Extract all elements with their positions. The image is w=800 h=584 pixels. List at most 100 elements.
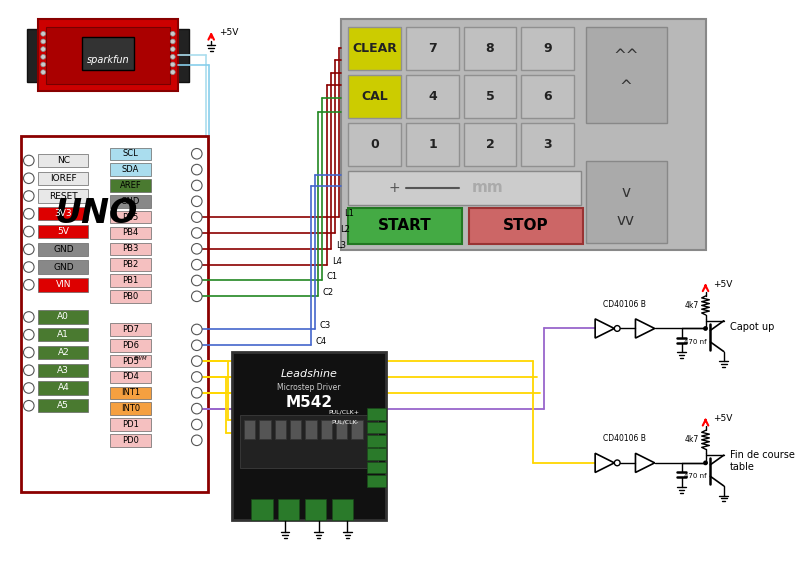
Bar	[366, 462, 386, 474]
Polygon shape	[635, 319, 654, 338]
Text: PUL/CLK+: PUL/CLK+	[328, 409, 359, 415]
Text: CLEAR: CLEAR	[353, 42, 398, 55]
Bar	[306, 420, 317, 439]
Text: 5V: 5V	[58, 227, 70, 236]
Text: STOP: STOP	[503, 218, 549, 233]
Text: 1: 1	[428, 138, 437, 151]
Text: 4k7: 4k7	[685, 435, 699, 444]
Circle shape	[191, 435, 202, 446]
Bar	[259, 420, 270, 439]
Text: PD6: PD6	[122, 341, 139, 350]
Bar	[110, 242, 150, 255]
Bar	[27, 29, 189, 82]
Circle shape	[170, 69, 175, 75]
Circle shape	[23, 173, 34, 183]
Circle shape	[614, 460, 620, 466]
Text: UNO: UNO	[54, 197, 138, 230]
Circle shape	[41, 54, 46, 59]
Bar	[38, 242, 88, 256]
Bar	[110, 227, 150, 239]
Text: 2: 2	[486, 138, 494, 151]
Text: 8: 8	[486, 42, 494, 55]
Circle shape	[23, 262, 34, 272]
Bar	[110, 179, 150, 192]
Bar	[349, 75, 402, 118]
Text: 6: 6	[543, 90, 552, 103]
Bar	[464, 27, 517, 70]
Circle shape	[191, 324, 202, 335]
Text: +5V: +5V	[714, 280, 733, 289]
Bar	[110, 402, 150, 415]
Bar	[110, 290, 150, 303]
Text: Fin de course
table: Fin de course table	[730, 450, 794, 472]
Circle shape	[23, 401, 34, 411]
Text: PB2: PB2	[122, 260, 138, 269]
Circle shape	[191, 164, 202, 175]
Bar	[38, 260, 88, 274]
Text: mm: mm	[472, 180, 503, 196]
Text: PD1: PD1	[122, 420, 139, 429]
Bar	[522, 75, 574, 118]
Text: 0: 0	[370, 138, 379, 151]
Bar	[349, 27, 402, 70]
Text: CAL: CAL	[362, 90, 388, 103]
Circle shape	[191, 148, 202, 159]
Bar	[110, 195, 150, 207]
Bar	[110, 387, 150, 399]
Bar	[278, 499, 299, 520]
Text: PWM: PWM	[134, 356, 148, 361]
Bar	[341, 19, 706, 250]
Bar	[232, 353, 386, 520]
Circle shape	[170, 32, 175, 36]
Text: A5: A5	[58, 401, 70, 410]
Text: IOREF: IOREF	[50, 174, 77, 183]
Circle shape	[191, 228, 202, 238]
Text: L3: L3	[336, 241, 346, 250]
Text: INT1: INT1	[121, 388, 140, 397]
Text: PD5: PD5	[122, 357, 139, 366]
Text: 3V3: 3V3	[54, 209, 72, 218]
Bar	[110, 418, 150, 431]
Circle shape	[23, 329, 34, 340]
Text: CD40106 B: CD40106 B	[603, 434, 646, 443]
Circle shape	[170, 62, 175, 67]
Text: 4k7: 4k7	[685, 301, 699, 310]
Polygon shape	[595, 453, 614, 472]
Text: GND: GND	[53, 263, 74, 272]
Bar	[38, 172, 88, 185]
Bar	[38, 278, 88, 291]
Bar	[366, 422, 386, 433]
Text: ^^: ^^	[613, 48, 638, 63]
Circle shape	[191, 196, 202, 207]
Text: 9: 9	[543, 42, 552, 55]
Circle shape	[170, 39, 175, 44]
Text: L2: L2	[340, 225, 350, 234]
Bar	[110, 434, 150, 447]
Text: PB5: PB5	[122, 213, 138, 221]
Text: A1: A1	[58, 330, 70, 339]
Text: +5V: +5V	[219, 29, 238, 37]
Bar	[38, 189, 88, 203]
Bar	[110, 355, 150, 367]
Circle shape	[23, 365, 34, 376]
Circle shape	[41, 39, 46, 44]
Circle shape	[41, 32, 46, 36]
Circle shape	[23, 191, 34, 201]
Bar	[349, 207, 462, 244]
Circle shape	[23, 155, 34, 166]
Bar	[38, 328, 88, 342]
Text: C3: C3	[320, 321, 331, 331]
Bar	[38, 154, 88, 167]
Circle shape	[191, 419, 202, 430]
Text: PB0: PB0	[122, 292, 138, 301]
Bar	[38, 225, 88, 238]
Bar	[522, 27, 574, 70]
Text: M542: M542	[286, 395, 333, 410]
Text: VIN: VIN	[56, 280, 71, 289]
Circle shape	[23, 280, 34, 290]
Bar	[470, 207, 582, 244]
Bar	[366, 435, 386, 447]
Bar	[110, 258, 150, 271]
Text: A3: A3	[58, 366, 70, 375]
Circle shape	[41, 47, 46, 51]
